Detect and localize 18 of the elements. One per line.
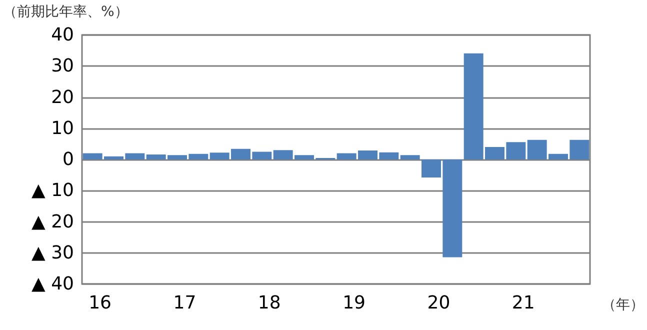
bar: [400, 155, 420, 160]
y-tick-label: ▲ 40: [32, 274, 74, 294]
y-tick-label: 40: [51, 24, 74, 46]
y-tick-label: ▲ 10: [32, 180, 74, 202]
x-tick-label: 16: [88, 292, 112, 314]
y-tick-label: ▲ 30: [32, 242, 74, 264]
x-tick-label: 21: [512, 292, 535, 314]
y-tick-label: ▲ 20: [32, 211, 74, 232]
x-tick-label: 18: [258, 292, 281, 314]
x-axis-title: （年）: [602, 297, 644, 313]
x-tick-label: 19: [342, 292, 366, 314]
y-tick-label: 30: [51, 56, 74, 77]
x-tick-label: 20: [427, 292, 450, 314]
y-tick-label: 20: [51, 86, 74, 108]
y-axis-title: （前期比年率、%）: [3, 4, 128, 20]
x-tick-label: 17: [173, 292, 196, 314]
y-tick-label: 10: [51, 118, 74, 139]
y-tick-label: 0: [62, 149, 74, 170]
